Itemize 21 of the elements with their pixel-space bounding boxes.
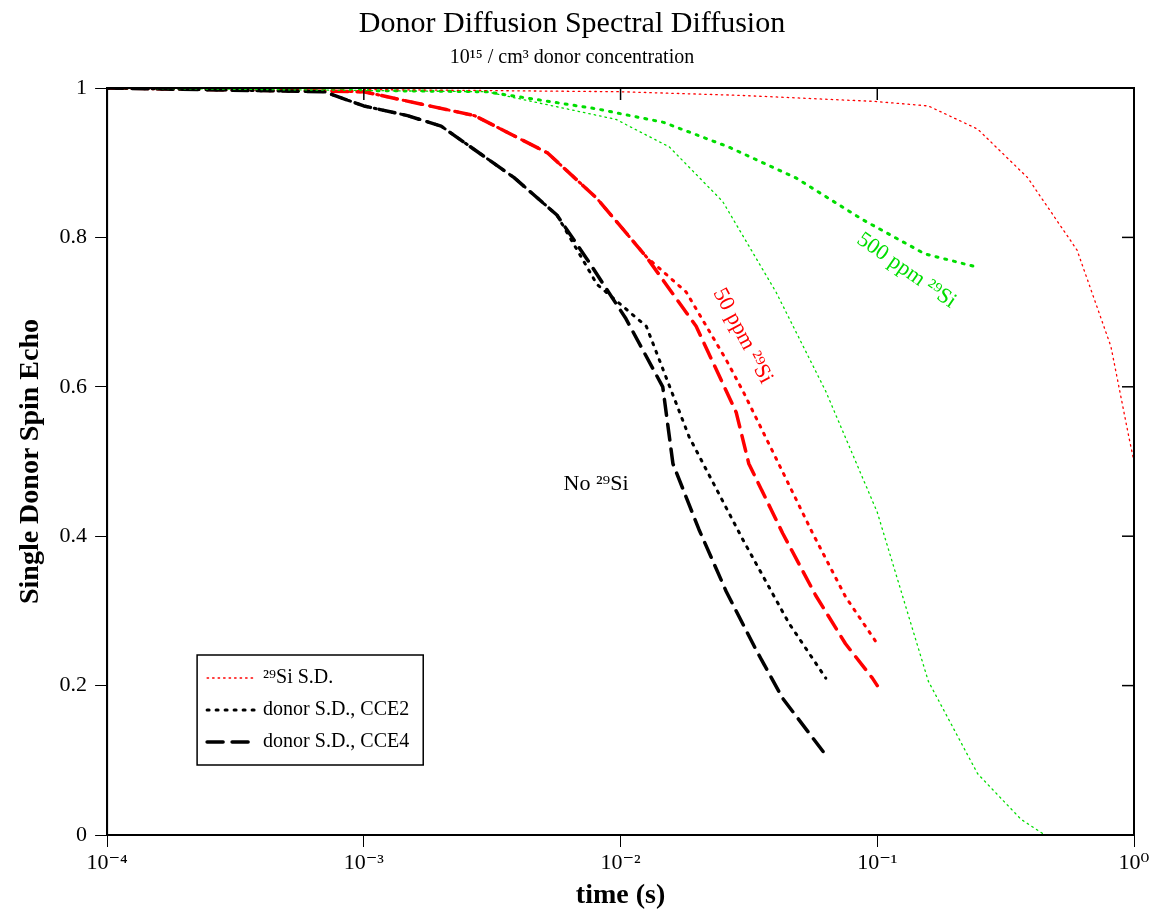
y-tick-label: 1: [76, 73, 88, 99]
chart-title: Donor Diffusion Spectral Diffusion: [358, 4, 786, 38]
annotation: 50 ppm ²⁹Si: [708, 283, 780, 388]
legend-label: ²⁹Si S.D.: [263, 665, 334, 688]
y-axis-title: Single Donor Spin Echo: [13, 318, 45, 605]
x-tick-label: 10⁰: [1118, 848, 1150, 874]
x-tick-label: 10⁻³: [343, 848, 385, 874]
x-tick-label: 10⁻⁴: [86, 848, 129, 874]
y-tick-label: 0.6: [59, 372, 88, 398]
y-tick-label: 0.2: [59, 671, 88, 697]
legend-label: donor S.D., CCE4: [263, 729, 410, 752]
chart-subtitle: 10¹⁵ / cm³ donor concentration: [449, 45, 695, 68]
x-tick-label: 10⁻¹: [857, 848, 898, 874]
annotation: No ²⁹Si: [563, 469, 629, 495]
x-tick-label: 10⁻²: [600, 848, 642, 874]
legend-label: donor S.D., CCE2: [263, 697, 410, 720]
annotation: 500 ppm ²⁹Si: [852, 225, 963, 313]
y-tick-label: 0: [76, 820, 88, 846]
y-tick-label: 0.4: [59, 521, 88, 547]
x-axis-title: time (s): [575, 878, 666, 910]
y-tick-label: 0.8: [59, 223, 88, 249]
